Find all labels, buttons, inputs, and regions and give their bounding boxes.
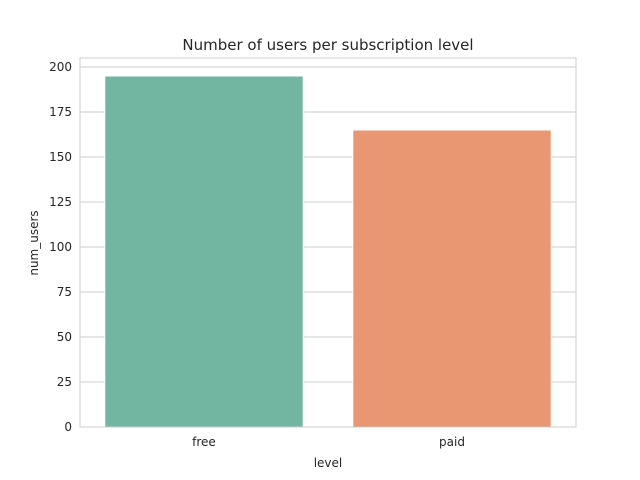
x-tick-label-free: free	[192, 435, 216, 449]
plot-frame	[79, 57, 577, 428]
x-axis-label: level	[314, 456, 343, 470]
x-tick-labels: free paid	[192, 435, 465, 449]
y-tick-label: 0	[64, 420, 72, 434]
y-tick-label: 100	[49, 240, 72, 254]
y-tick-label: 50	[57, 330, 72, 344]
y-axis-label: num_users	[27, 210, 41, 275]
bars-layer	[104, 75, 552, 428]
bar-paid	[352, 129, 552, 428]
chart-title: Number of users per subscription level	[182, 36, 473, 54]
y-tick-label: 150	[49, 150, 72, 164]
y-tick-labels: 0 25 50 75 100 125 150 175 200	[49, 60, 72, 434]
y-tick-label: 25	[57, 375, 72, 389]
y-tick-label: 175	[49, 105, 72, 119]
bar-free	[104, 75, 304, 428]
y-tick-label: 75	[57, 285, 72, 299]
y-tick-label: 200	[49, 60, 72, 74]
x-tick-label-paid: paid	[439, 435, 465, 449]
y-tick-label: 125	[49, 195, 72, 209]
